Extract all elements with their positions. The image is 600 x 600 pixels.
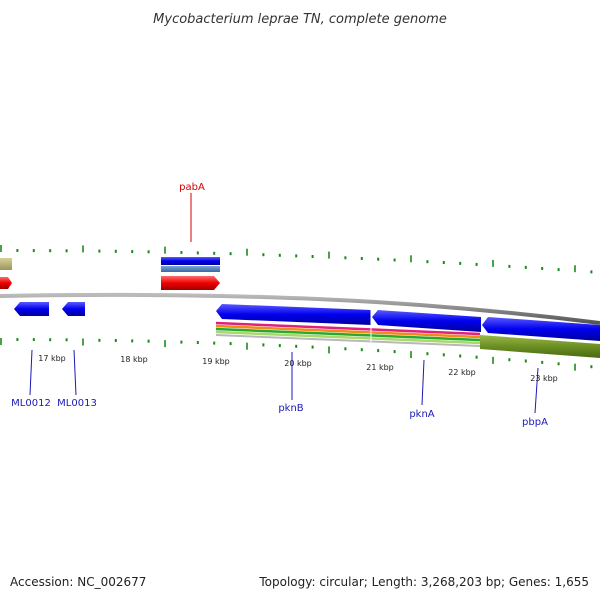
map-title: Mycobacterium leprae TN, complete genome [153,12,447,27]
gene-label-pbpA[interactable]: pbpA [522,417,548,428]
callout-ML0013 [73,349,77,396]
band-grey [215,334,481,347]
tick-label-19: 19 kbp [202,357,230,366]
feature-olive-pbpA [480,335,600,358]
tick-label-23: 23 kbp [530,374,558,383]
feature-pabA-arrow[interactable] [161,276,220,290]
gene-label-pknA[interactable]: pknA [409,409,434,420]
tick-label-22: 22 kbp [448,368,476,377]
forward-features [0,257,220,290]
gene-labels: pabA ML0012 ML0013 pknB pknA pbpA [11,182,548,428]
reverse-features [14,302,600,358]
callout-pknA [421,359,425,406]
band-orange [215,324,481,339]
band-lime [215,330,481,345]
band-pink [215,321,481,336]
feature-blue-pabA-region [161,257,220,265]
tick-label-18: 18 kbp [120,355,148,364]
gene-label-pknB[interactable]: pknB [278,403,303,414]
feature-ML0013-arrow[interactable] [62,302,85,316]
feature-pknA-arrow[interactable] [372,310,481,332]
callout-pbpA [534,367,539,414]
outer-tick-row [0,245,593,274]
footer-accession: Accession: NC_002677 [10,575,146,589]
gene-label-pabA[interactable]: pabA [179,182,205,193]
feature-pbpA-arrow[interactable] [482,317,600,341]
feature-red-left [0,277,12,289]
feature-tan-left [0,258,12,270]
gene-label-ML0012[interactable]: ML0012 [11,398,51,409]
tick-label-20: 20 kbp [284,359,312,368]
genome-backbone [0,292,600,325]
tick-label-21: 21 kbp [366,363,394,372]
feature-steel-pabA-region [161,266,220,272]
feature-pknB-arrow[interactable] [216,304,371,325]
band-green [215,327,481,342]
footer-summary: Topology: circular; Length: 3,268,203 bp… [258,575,589,589]
feature-ML0012-arrow[interactable] [14,302,49,316]
tick-label-17: 17 kbp [38,354,66,363]
inner-tick-row [0,338,593,371]
callout-ML0012 [29,349,33,396]
gene-label-ML0013[interactable]: ML0013 [57,398,97,409]
kbp-labels: 17 kbp 18 kbp 19 kbp 20 kbp 21 kbp 22 kb… [38,354,558,383]
